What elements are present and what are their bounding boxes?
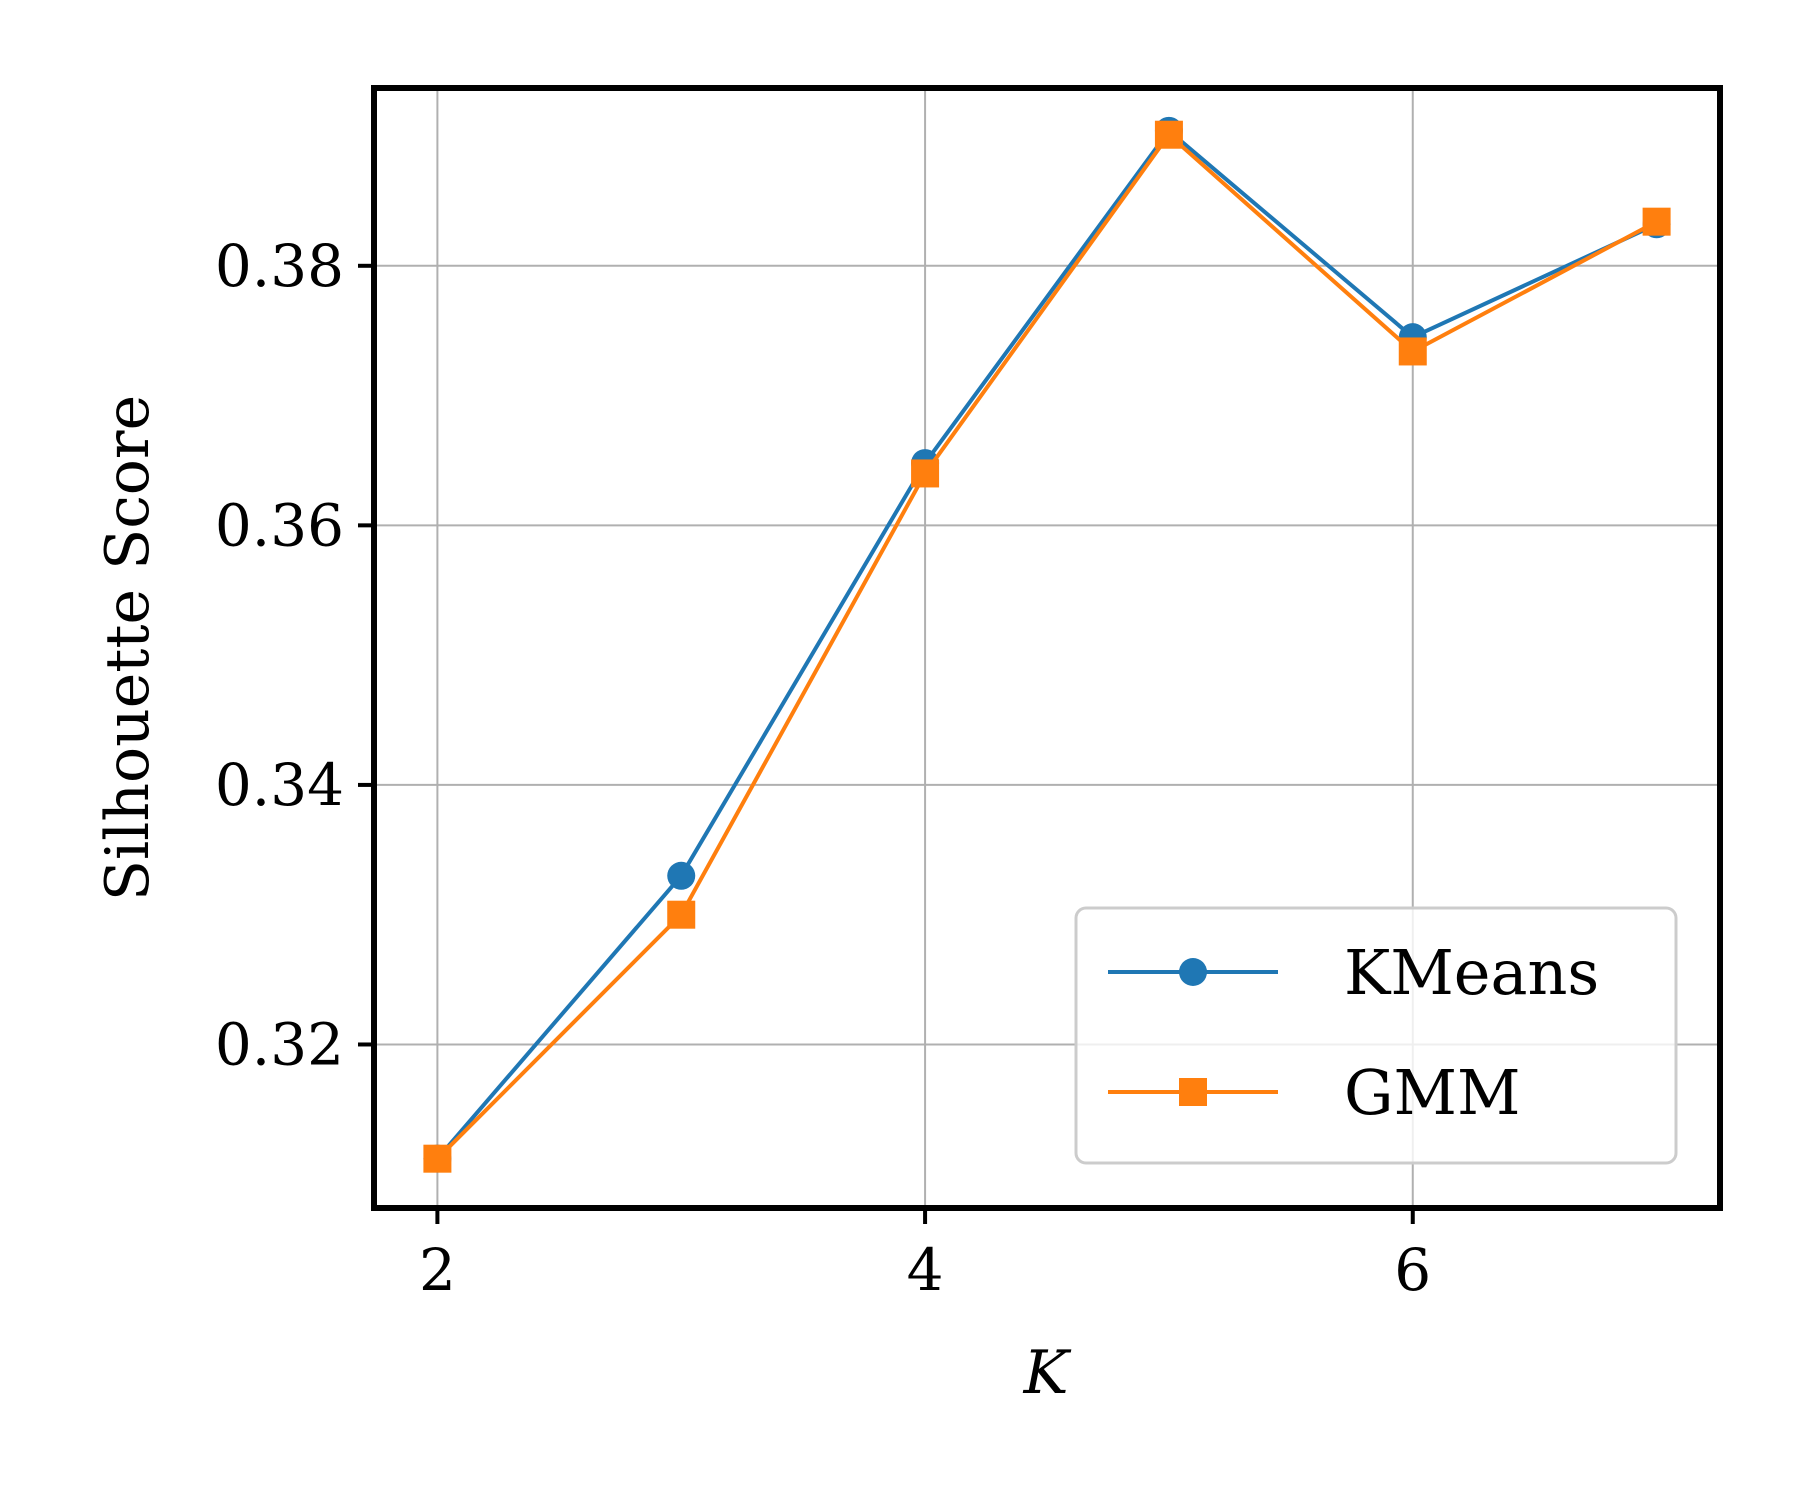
series-layer	[423, 116, 1671, 1173]
legend-gmm-marker	[1179, 1078, 1207, 1106]
x-axis-label: K	[1023, 1338, 1072, 1408]
legend: KMeans GMM	[1074, 906, 1678, 1165]
gmm-point	[667, 900, 696, 929]
gmm-point	[911, 459, 940, 488]
gmm-point	[1154, 120, 1183, 149]
gmm-point	[1642, 207, 1671, 236]
x-tick-label: 2	[419, 1236, 456, 1304]
gmm-point	[423, 1144, 452, 1173]
x-tick-label: 6	[1394, 1236, 1431, 1304]
legend-gmm-label: GMM	[1344, 1056, 1521, 1129]
y-tick-label: 0.32	[215, 1010, 344, 1078]
gmm-line	[435, 132, 1658, 1161]
legend-kmeans-label: KMeans	[1344, 936, 1599, 1009]
gmm-series	[423, 120, 1671, 1173]
y-tick-label: 0.34	[215, 751, 344, 819]
y-tick-label: 0.38	[215, 232, 344, 300]
grid-layer	[374, 88, 1720, 1208]
plot-frame	[371, 85, 1723, 1211]
y-tick-label: 0.36	[215, 491, 344, 559]
kmeans-point	[667, 861, 696, 890]
legend-kmeans-marker	[1179, 958, 1207, 986]
gmm-point	[1398, 337, 1427, 366]
y-axis-label: Silhouette Score	[93, 395, 163, 901]
x-tick-label: 4	[907, 1236, 944, 1304]
kmeans-line	[435, 128, 1658, 1161]
axis-layer: 2 4 6 0.32 0.34 0.36 0.38	[215, 232, 1431, 1304]
